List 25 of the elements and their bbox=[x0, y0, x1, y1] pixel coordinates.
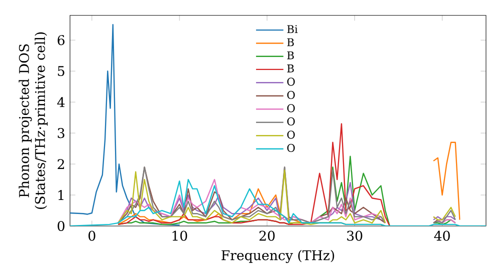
legend-label: O bbox=[287, 90, 295, 99]
x-tick-label: 10 bbox=[172, 230, 188, 241]
x-tick-label: 30 bbox=[347, 230, 362, 241]
x-tick-label: 40 bbox=[434, 230, 450, 241]
y-tick-label: 3 bbox=[58, 128, 64, 138]
x-tick-label: 0 bbox=[88, 230, 96, 241]
y-tick-label: 5 bbox=[58, 66, 64, 76]
y-tick-label: 0 bbox=[58, 220, 64, 232]
line-series bbox=[70, 24, 180, 226]
legend-label: Bi bbox=[287, 25, 298, 34]
legend-label: B bbox=[287, 38, 294, 46]
x-axis-title: Frequency (THz) bbox=[222, 250, 334, 264]
legend-label: O bbox=[287, 104, 295, 112]
y-tick-label: 6 bbox=[58, 35, 64, 46]
legend-label: O bbox=[287, 130, 295, 139]
y-tick-label: 1 bbox=[58, 190, 64, 200]
legend-label: B bbox=[287, 64, 294, 72]
x-tick-label: 20 bbox=[259, 230, 275, 241]
legend-label: O bbox=[287, 78, 295, 86]
y-tick-label: 4 bbox=[57, 97, 65, 108]
legend-label: O bbox=[287, 144, 295, 152]
legend-label: B bbox=[287, 51, 294, 60]
legend-label: O bbox=[287, 117, 295, 126]
y-axis-title: Phonon projected DOS (States/THz·primitive cell) bbox=[18, 32, 48, 209]
y-tick-label: 2 bbox=[58, 159, 64, 169]
